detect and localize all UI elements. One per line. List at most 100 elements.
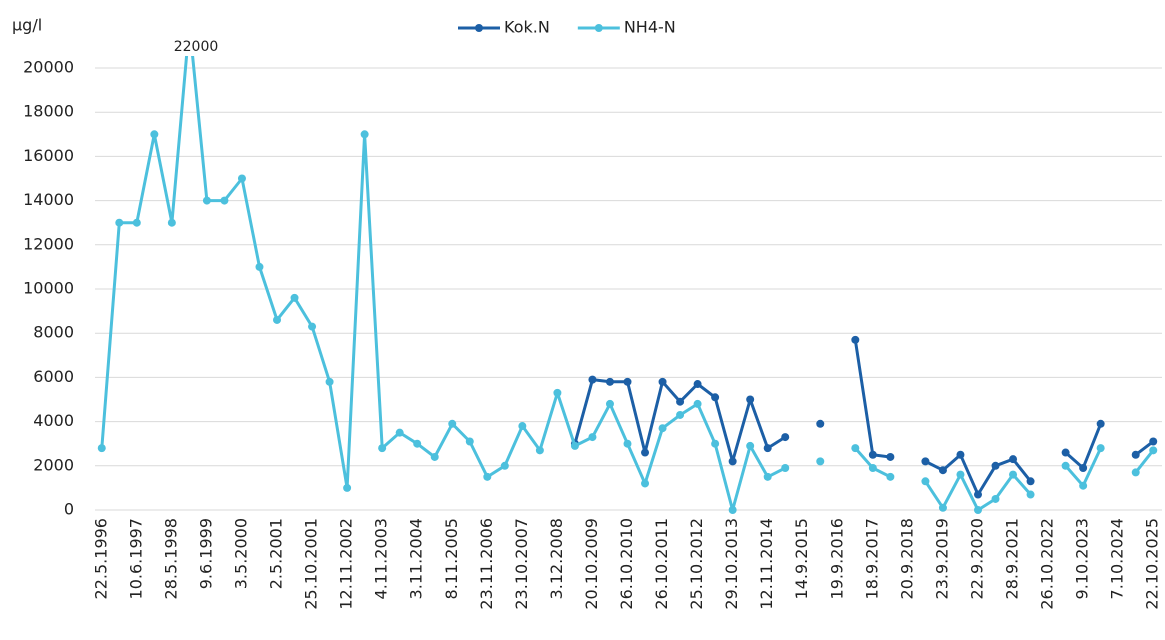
point	[921, 457, 930, 466]
point	[430, 452, 439, 461]
point	[448, 419, 457, 428]
point	[711, 393, 720, 402]
point	[588, 375, 597, 384]
point	[973, 490, 982, 499]
x-tick-label: 22.10.2025	[1143, 518, 1162, 610]
point	[237, 174, 246, 183]
point	[746, 441, 755, 450]
point	[868, 464, 877, 473]
point	[1009, 470, 1018, 479]
point	[290, 293, 299, 302]
y-tick-label: 12000	[23, 234, 74, 253]
point	[1149, 437, 1158, 446]
plot-area	[97, 20, 1158, 514]
point	[220, 196, 229, 205]
point	[1149, 446, 1158, 455]
point	[325, 377, 334, 386]
annotation: 22000	[174, 39, 219, 55]
point	[676, 397, 685, 406]
point	[1131, 468, 1140, 477]
x-tick-label: 25.10.2012	[687, 518, 706, 610]
y-axis-label: µg/l	[12, 16, 42, 35]
point	[518, 422, 527, 431]
y-tick-label: 0	[64, 500, 74, 519]
point	[1079, 481, 1088, 490]
point	[465, 437, 474, 446]
x-tick-label: 9.6.1999	[196, 518, 215, 589]
point	[97, 444, 106, 453]
point	[535, 446, 544, 455]
point	[132, 218, 141, 227]
point	[921, 477, 930, 486]
x-tick-label: 28.9.2021	[1003, 518, 1022, 599]
point	[623, 377, 632, 386]
x-tick-label: 29.10.2013	[722, 518, 741, 610]
point	[553, 388, 562, 397]
point	[167, 218, 176, 227]
y-tick-label: 4000	[33, 411, 74, 430]
point	[483, 472, 492, 481]
point	[1079, 464, 1088, 473]
point	[185, 20, 193, 28]
point	[413, 439, 422, 448]
point	[588, 433, 597, 442]
x-tick-label: 8.11.2005	[442, 518, 461, 599]
point	[781, 464, 790, 473]
point	[851, 335, 860, 344]
x-tick-label: 23.10.2007	[512, 518, 531, 610]
point	[693, 380, 702, 389]
point	[500, 461, 509, 470]
point	[378, 444, 387, 453]
point	[956, 470, 965, 479]
point	[851, 444, 860, 453]
y-tick-label: 20000	[23, 58, 74, 77]
x-tick-label: 18.9.2017	[862, 518, 881, 599]
y-tick-label: 8000	[33, 323, 74, 342]
x-tick-label: 26.10.2022	[1038, 518, 1057, 610]
point	[202, 196, 211, 205]
x-tick-label: 3.5.2000	[231, 518, 250, 589]
point	[1026, 477, 1035, 486]
legend-label: NH4-N	[624, 18, 676, 37]
point	[781, 433, 790, 442]
point	[1131, 450, 1140, 459]
x-tick-label: 14.9.2015	[792, 518, 811, 599]
x-tick-label: 26.10.2010	[617, 518, 636, 610]
x-tick-label: 22.9.2020	[967, 518, 986, 599]
point	[886, 452, 895, 461]
point	[1061, 448, 1070, 457]
point	[623, 439, 632, 448]
point	[255, 262, 264, 271]
legend-marker	[475, 24, 483, 32]
point	[1009, 455, 1018, 464]
point	[763, 472, 772, 481]
point	[343, 483, 352, 492]
point	[1061, 461, 1070, 470]
x-tick-label: 10.6.1997	[126, 518, 145, 599]
x-tick-label: 20.9.2018	[897, 518, 916, 599]
point	[816, 419, 825, 428]
x-tick-label: 25.10.2001	[302, 518, 321, 610]
point	[973, 506, 982, 514]
y-tick-label: 6000	[33, 367, 74, 386]
x-tick-label: 7.10.2024	[1108, 518, 1127, 599]
x-tick-label: 12.11.2002	[337, 518, 356, 610]
x-tick-label: 22.5.1996	[91, 518, 110, 599]
x-tick-label: 3.11.2004	[407, 518, 426, 599]
point	[273, 315, 282, 324]
point	[1026, 490, 1035, 499]
x-tick-label: 3.12.2008	[547, 518, 566, 599]
point	[360, 130, 369, 139]
x-tick-label: 19.9.2016	[827, 518, 846, 599]
y-tick-label: 14000	[23, 190, 74, 209]
point	[763, 444, 772, 453]
point	[676, 410, 685, 419]
point	[746, 395, 755, 404]
point	[658, 424, 667, 433]
point	[693, 399, 702, 408]
x-tick-label: 23.11.2006	[477, 518, 496, 610]
point	[605, 399, 614, 408]
point	[395, 428, 404, 437]
legend-label: Kok.N	[504, 18, 550, 37]
